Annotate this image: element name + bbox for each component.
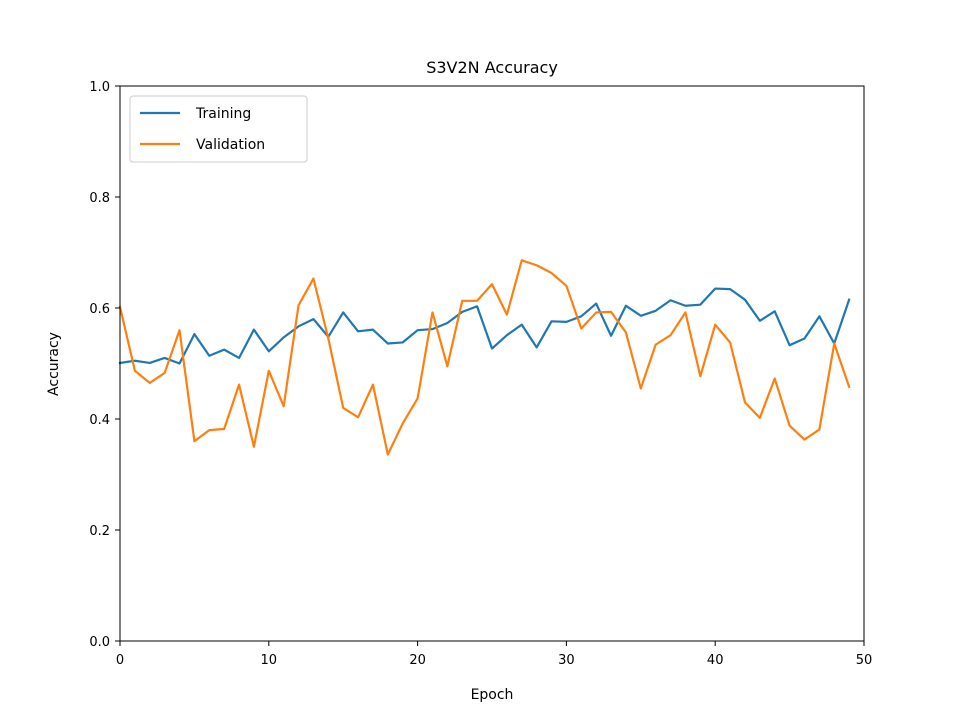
legend-label-training: Training (195, 106, 251, 122)
x-tick-label: 50 (856, 653, 873, 668)
y-tick-label: 0.6 (89, 302, 110, 317)
plot-area: 0 10 20 30 40 50 0.0 0.2 0.4 0.6 0.8 1.0 (89, 80, 872, 668)
x-tick-label: 20 (409, 653, 426, 668)
y-tick-label: 0.0 (89, 635, 110, 650)
y-axis-label: Accuracy (46, 332, 62, 396)
x-tick-label: 30 (558, 653, 575, 668)
y-tick-label: 0.2 (89, 524, 110, 539)
y-tick-label: 0.4 (89, 413, 110, 428)
legend-label-validation: Validation (196, 137, 265, 153)
y-tick-label: 0.8 (89, 191, 110, 206)
axes-frame (119, 85, 865, 642)
x-tick-label: 0 (116, 653, 124, 668)
x-tick-label: 40 (707, 653, 724, 668)
chart-title: S3V2N Accuracy (426, 58, 558, 77)
x-axis-label: Epoch (471, 687, 514, 703)
series-line-validation (118, 259, 851, 456)
y-tick-label: 1.0 (89, 80, 110, 95)
legend: Training Validation (129, 95, 308, 163)
series-line-training (118, 287, 851, 365)
x-tick-label: 10 (261, 653, 278, 668)
